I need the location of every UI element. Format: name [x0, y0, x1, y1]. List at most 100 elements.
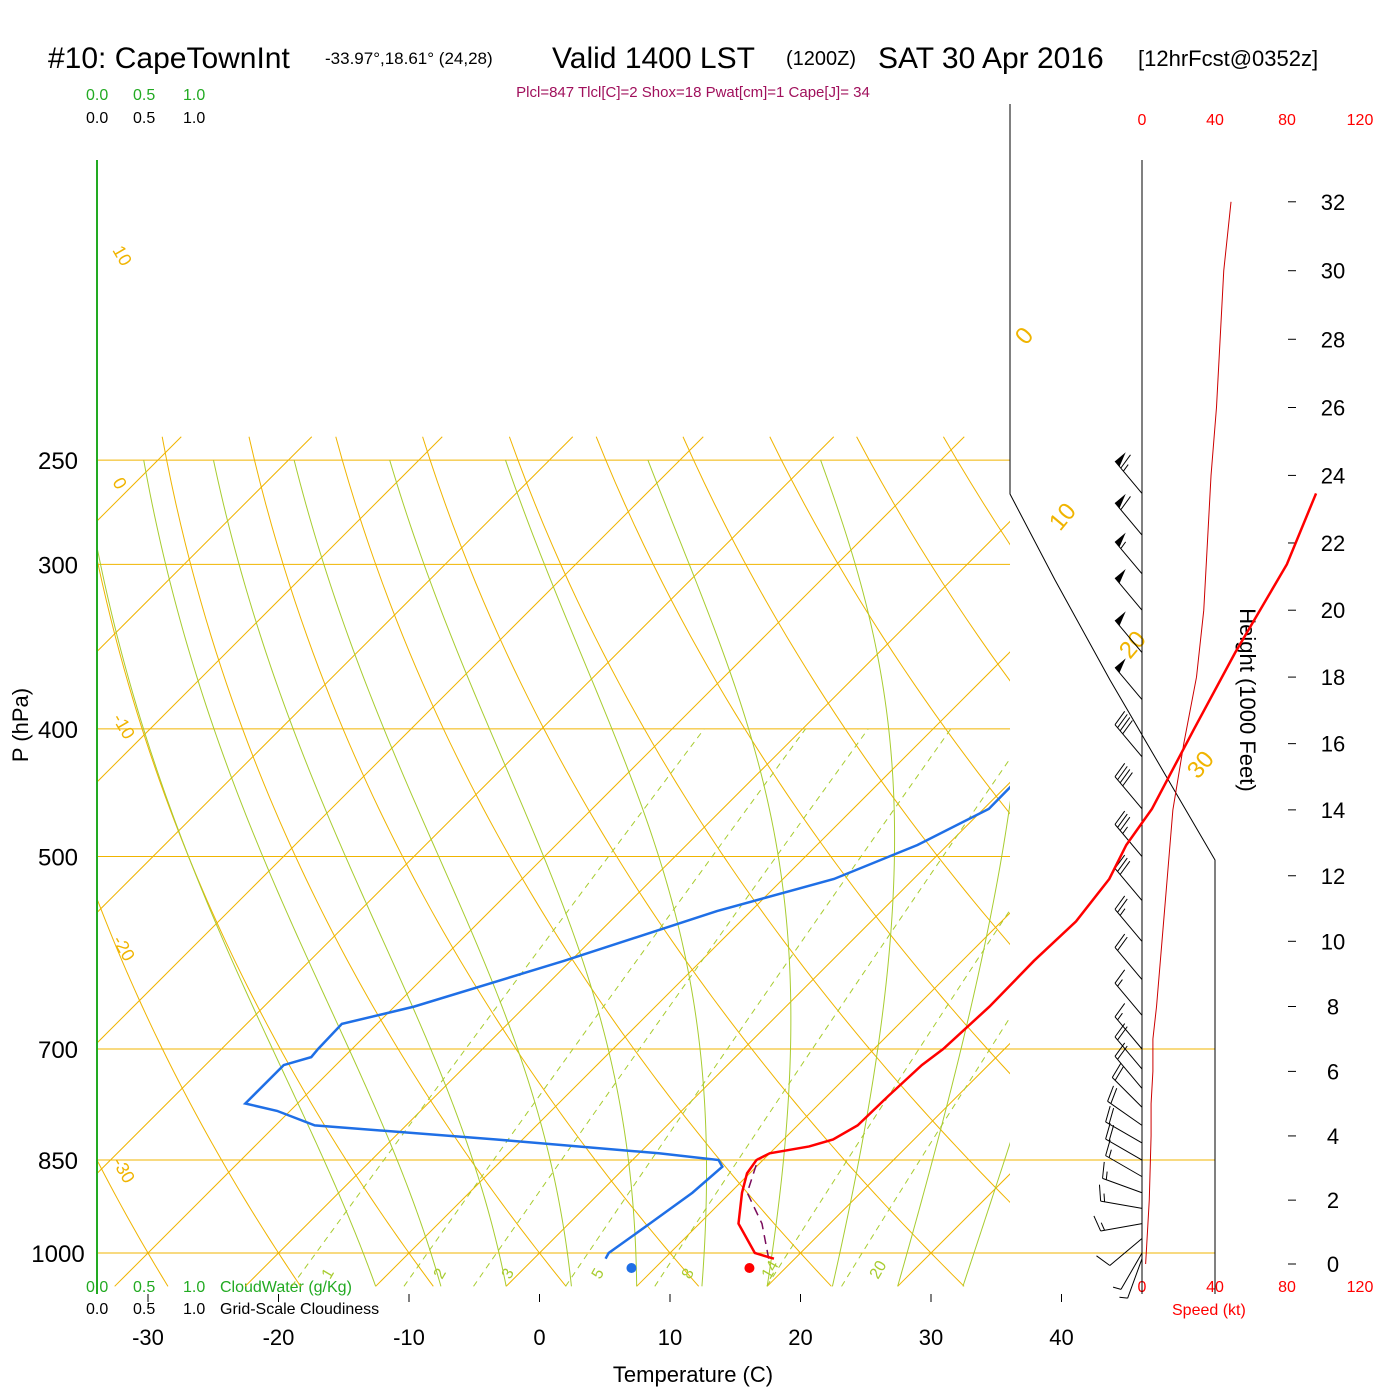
x-tick-label: 10	[658, 1325, 682, 1350]
wind-barb	[1114, 1023, 1143, 1070]
speed-bottom-2: 80	[1278, 1279, 1296, 1296]
wind-barb-staff	[1114, 1016, 1143, 1050]
moist-adiabat-line	[389, 459, 638, 1287]
dry-adiabat-line	[97, 1158, 169, 1287]
cloud-top-black-2: 1.0	[183, 110, 205, 127]
wind-barb	[1114, 711, 1143, 758]
height-tick-label: 26	[1321, 396, 1345, 421]
wind-barb-feather	[1114, 1023, 1126, 1038]
wind-barb-feather	[1096, 1255, 1111, 1266]
wind-barb-feather	[1122, 720, 1133, 735]
wind-barb-staff	[1114, 1036, 1143, 1070]
sounding-profiles	[242, 492, 1318, 1273]
isotherm-line	[375, 651, 1010, 1287]
x-tick-label: 30	[919, 1325, 943, 1350]
wind-barb-staff	[1114, 908, 1143, 942]
wind-barb-staff	[1114, 502, 1143, 536]
height-tick-label: 0	[1327, 1252, 1339, 1277]
moist-adiabat-line	[820, 459, 896, 1287]
surface-temperature-dot	[744, 1263, 755, 1273]
wind-barb-feather	[1117, 1026, 1128, 1041]
wind-barb-half-feather	[1100, 1222, 1106, 1231]
isotherm-line	[1028, 437, 1400, 1287]
isotherm-label: 20	[1114, 626, 1152, 664]
wind-barb-feather	[1105, 1139, 1111, 1156]
height-tick-label: 30	[1321, 259, 1345, 284]
dry-adiabat-line	[1291, 437, 1400, 1287]
wind-barb-staff	[1105, 1121, 1143, 1144]
dry-adiabat-line	[682, 436, 1010, 946]
wind-barb-staff	[1105, 1155, 1143, 1178]
wind-barb-staff	[1120, 1252, 1143, 1290]
cloud-top-black-0: 0.0	[86, 110, 108, 127]
y-tick-label: 250	[38, 448, 78, 475]
mixing-ratio-label: 5	[589, 1266, 608, 1282]
moist-adiabat-line	[897, 460, 1010, 1287]
wind-barb-pennant	[1115, 611, 1126, 626]
isotherm-label: 10	[1044, 498, 1082, 536]
speed-top-2: 80	[1278, 112, 1296, 129]
wind-barb	[1105, 1123, 1143, 1161]
wind-barb	[1096, 1238, 1143, 1266]
height-tick-label: 20	[1321, 598, 1345, 623]
wind-barb-feather	[1120, 496, 1131, 511]
wind-barb-feather	[1114, 1003, 1126, 1018]
dry-adiabat-lines	[97, 436, 1400, 1287]
wind-barb-feather	[1119, 717, 1131, 732]
wind-barb-pennant	[1115, 493, 1126, 509]
dry-adiabat-line	[161, 436, 567, 1287]
isotherm-line	[97, 436, 704, 1044]
wind-barb	[1102, 1161, 1143, 1194]
dry-adiabat-line	[248, 436, 700, 1287]
wind-barb-staff	[1109, 1238, 1143, 1266]
wind-barb-staff	[1114, 776, 1143, 810]
height-tick-label: 8	[1327, 995, 1339, 1020]
parcel-path-line	[746, 1157, 770, 1259]
wind-barb	[1114, 763, 1143, 810]
isobar-lines	[97, 459, 1215, 1254]
wind-barb	[1105, 1105, 1143, 1144]
wind-barb	[1098, 1184, 1143, 1209]
x-tick-label: 40	[1049, 1325, 1073, 1350]
isotherm-line	[1159, 437, 1400, 1287]
isotherm-label: -30	[109, 1154, 139, 1187]
wind-barb-feather	[1108, 1107, 1115, 1125]
cloud-scale-bottom: 0.0 0.5 1.0 CloudWater (g/Kg) 0.0 0.5 1.…	[86, 1279, 379, 1318]
wind-barb-feather	[1122, 772, 1133, 787]
cloud-top-green-2: 1.0	[183, 87, 205, 104]
cloud-bottom-black-0: 0.0	[86, 1301, 108, 1318]
dry-adiabat-line	[508, 436, 1010, 1203]
dry-adiabat-line	[97, 897, 302, 1287]
mixing-ratio-label: 20	[867, 1258, 891, 1282]
height-tick-label: 18	[1321, 665, 1345, 690]
x-axis-title: Temperature (C)	[613, 1362, 773, 1387]
wind-barb-staff	[1107, 1100, 1143, 1126]
x-tick-label: 0	[533, 1325, 545, 1350]
wind-barb-staff	[1114, 868, 1143, 901]
wind-barb-feather	[1093, 1215, 1102, 1232]
wind-barb	[1114, 532, 1143, 575]
wind-barb-half-feather	[1117, 1012, 1123, 1021]
cloud-scale-top: 0.0 0.5 1.0 0.0 0.5 1.0	[86, 87, 205, 127]
wind-barb-feather	[1117, 857, 1128, 872]
isotherm-line	[97, 436, 835, 1175]
dry-adiabat-line	[769, 436, 1010, 815]
isotherm-label: 30	[1182, 746, 1220, 784]
wind-barb-feather	[1102, 1161, 1105, 1179]
wind-barb-feather	[1117, 898, 1128, 913]
wind-barb	[1093, 1215, 1143, 1232]
height-tick-label: 28	[1321, 327, 1345, 352]
speed-top-3: 120	[1347, 112, 1374, 129]
station-coords: -33.97°,18.61° (24,28)	[325, 49, 493, 68]
mixing-ratio-label: 3	[499, 1266, 518, 1282]
cloudiness-label: Grid-Scale Cloudiness	[220, 1301, 379, 1318]
forecast-label: [12hrFcst@0352z]	[1138, 46, 1318, 71]
y-tick-label: 500	[38, 845, 78, 872]
y-axis: 250 300 400 500 700 850 1000	[31, 448, 84, 1268]
dry-adiabat-line	[1117, 437, 1400, 1287]
wind-barb	[1112, 1252, 1143, 1290]
wind-barb-feather	[1119, 769, 1131, 784]
wind-barb-staff	[1114, 724, 1143, 758]
stability-indices: Plcl=847 Tlcl[C]=2 Shox=18 Pwat[cm]=1 Ca…	[516, 84, 870, 101]
